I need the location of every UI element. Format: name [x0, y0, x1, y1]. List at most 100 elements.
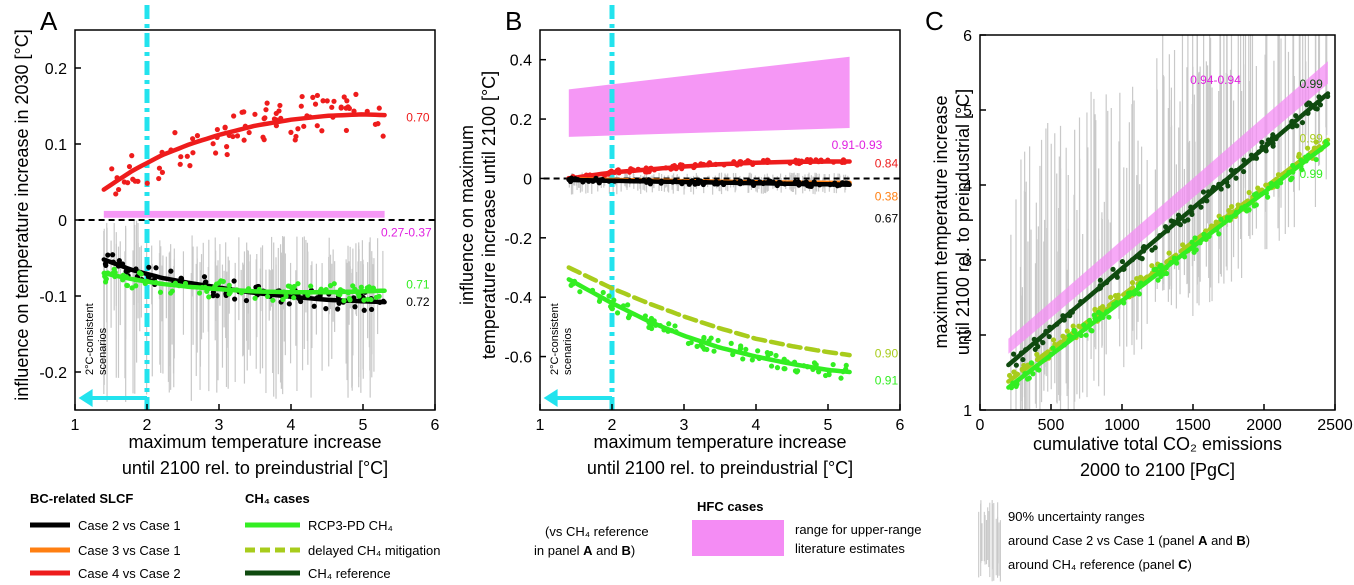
- panel-b-point: [614, 310, 621, 316]
- panel-b-r-label: 0.90: [875, 347, 899, 361]
- panel-c-point: [1216, 231, 1222, 237]
- panel-a-point: [375, 121, 381, 127]
- panel-a-point: [168, 290, 174, 296]
- legend-label-case2-case1: Case 2 vs Case 1: [78, 518, 181, 533]
- panel-c-point: [1096, 309, 1102, 315]
- panel-b-point: [738, 343, 744, 349]
- panel-a-point: [312, 101, 319, 107]
- panel-a-point: [252, 111, 258, 117]
- panel-a-threshold-note-1: 2°C-consistent: [84, 303, 96, 375]
- panel-b-point: [609, 305, 615, 312]
- panel-c-point: [1071, 329, 1078, 335]
- panel-c-x-tick-label: 500: [1038, 417, 1065, 434]
- panel-c-point: [1166, 250, 1172, 256]
- panel-c-hfc-band: [1008, 61, 1328, 354]
- panel-c-point: [1086, 317, 1092, 324]
- panel-a-label: A: [40, 6, 58, 36]
- panel-a-point: [105, 252, 111, 258]
- panel-b-x-tick-label: 4: [752, 417, 761, 434]
- panel-a-point: [368, 296, 374, 303]
- panel-a-point: [177, 161, 183, 167]
- panel-a-uncertainty-lines: [103, 220, 384, 402]
- panel-a-point: [273, 110, 279, 117]
- panel-a-point: [314, 92, 321, 99]
- panel-b-point: [728, 340, 734, 346]
- legend-hfc-text-1: range for upper-range: [795, 522, 921, 537]
- panel-a-point: [323, 306, 329, 312]
- panel-b-point: [768, 363, 775, 369]
- panel-b-point: [755, 348, 761, 354]
- panel-a-point: [260, 134, 266, 140]
- panel-a-point: [352, 304, 358, 310]
- panel-a-point: [376, 105, 382, 111]
- panel-c-point: [1097, 277, 1103, 283]
- panel-b-fit-line: [566, 265, 852, 358]
- panel-b-point: [773, 352, 779, 359]
- panel-b-point: [781, 366, 787, 372]
- panel-a-point: [331, 98, 337, 104]
- panel-c-point: [1119, 258, 1126, 265]
- panel-c-point: [1040, 340, 1046, 346]
- panel-c-point: [1157, 263, 1163, 269]
- panel-c-x-tick-label: 0: [976, 417, 985, 434]
- panel-b-series-2: [566, 175, 852, 190]
- panel-b-x-axis-label: until 2100 rel. to preindustrial [°C]: [587, 458, 853, 478]
- panel-a-point: [210, 141, 216, 147]
- panel-a-point: [270, 297, 276, 303]
- panel-b-x-tick-label: 3: [680, 417, 689, 434]
- panel-a-point: [358, 284, 364, 290]
- panel-b-r-label: 0.67: [875, 212, 899, 226]
- panel-c-point: [1189, 239, 1195, 245]
- panel-a-point: [111, 266, 117, 272]
- panel-a-x-tick-label: 1: [71, 417, 80, 434]
- panel-b-point: [795, 368, 801, 374]
- panel-c-point: [1129, 280, 1136, 286]
- panel-c-point: [1013, 362, 1019, 368]
- panel-c-point: [1083, 332, 1089, 338]
- panel-a-y-tick-label: 0.2: [45, 61, 67, 78]
- panel-a-point: [291, 295, 297, 301]
- panel-b-point: [838, 375, 844, 381]
- panel-a-point: [168, 268, 174, 274]
- panel-b-r-label: 0.38: [875, 189, 899, 203]
- panel-a-point: [331, 281, 337, 287]
- legend-unc-text-1: 90% uncertainty ranges: [1008, 509, 1145, 524]
- panel-c-x-axis-label: cumulative total CO₂ emissions: [1033, 434, 1282, 454]
- panel-a-point: [133, 283, 139, 289]
- panel-a-x-tick-label: 3: [215, 417, 224, 434]
- panel-c-label: C: [925, 6, 944, 36]
- panel-a-point: [341, 94, 347, 100]
- panel-a-point: [187, 163, 193, 169]
- panel-c-y-tick-label: 1: [963, 403, 972, 420]
- panel-c-point: [1304, 102, 1310, 108]
- legend-label-ch4-reference: CH₄ reference: [308, 566, 391, 581]
- panel-a-point: [287, 283, 293, 289]
- panel-c-fit-line: [1006, 91, 1331, 368]
- panel-c-point: [1251, 203, 1257, 209]
- panel-b-hfc-band: [568, 56, 850, 137]
- panel-c-point: [1240, 168, 1247, 175]
- panel-c-y-tick-label: 4: [963, 178, 972, 195]
- panel-c-series-2: [1006, 138, 1331, 391]
- panel-a-point: [201, 274, 208, 280]
- panel-c-point: [1218, 216, 1224, 222]
- panel-a-point: [366, 284, 372, 290]
- panel-a-fit-line: [101, 270, 387, 295]
- panel-c-point: [1229, 203, 1235, 210]
- panel-a-point: [121, 179, 127, 185]
- panel-c-point: [1024, 376, 1031, 382]
- panel-a-y-tick-label: 0.1: [45, 137, 67, 154]
- panel-a-point: [241, 137, 247, 143]
- panel-c-r-label: 0.99: [1300, 167, 1324, 181]
- panel-a-point: [214, 293, 220, 299]
- panel-b-r-label: 0.84: [875, 157, 899, 171]
- legend-label-case3-case1: Case 3 vs Case 1: [78, 543, 181, 558]
- panel-c-point: [1164, 270, 1170, 277]
- legend-swatch-uncertainty: [978, 500, 1001, 582]
- panel-a-point: [264, 293, 271, 300]
- panel-c-point: [1233, 175, 1239, 181]
- panel-b-point: [685, 340, 692, 347]
- panel-a-point: [261, 116, 267, 122]
- panel-a-r-label: 0.70: [406, 110, 430, 124]
